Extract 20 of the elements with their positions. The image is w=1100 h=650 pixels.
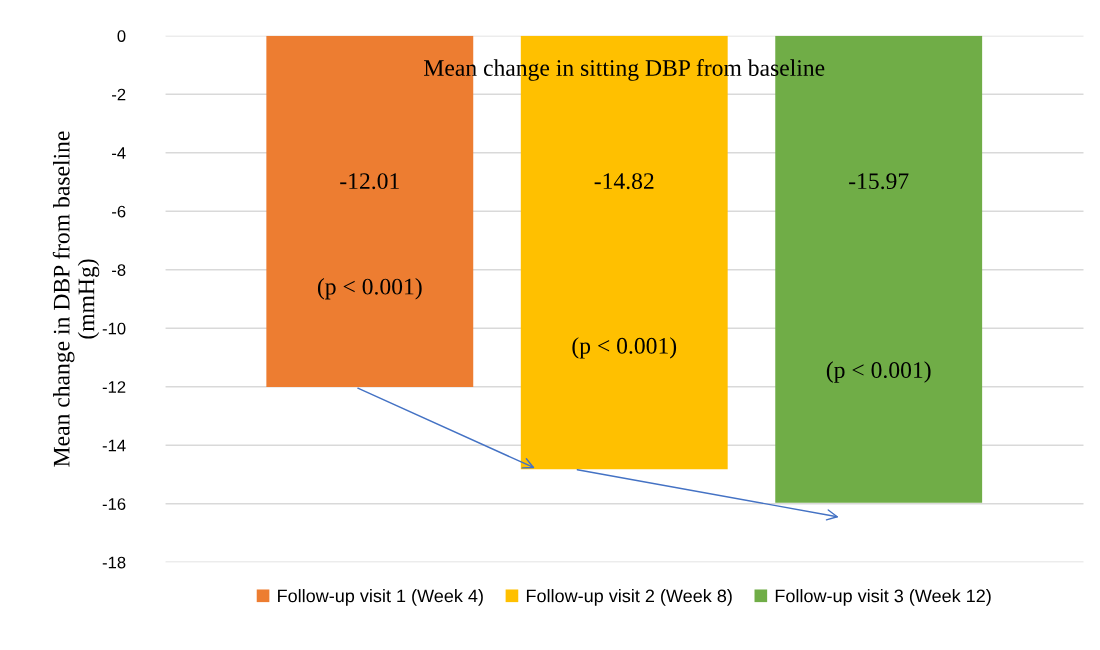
legend-label: Follow-up visit 1 (Week 4) <box>278 589 483 606</box>
data-label: -14.82 <box>594 173 654 190</box>
legend-label: Follow-up visit 3 (Week 12) <box>775 589 991 606</box>
y-tick-label: -18 <box>102 556 126 569</box>
y-tick-label: 0 <box>117 30 126 42</box>
y-tick-label: -12 <box>102 381 126 393</box>
y-tick-label: -16 <box>102 498 126 510</box>
y-tick-label: -2 <box>112 88 126 101</box>
data-label: -15.97 <box>849 173 909 190</box>
annotation: (p < 0.001) <box>572 337 677 359</box>
y-tick-label: -14 <box>102 439 126 452</box>
y-tick-label: -6 <box>112 205 126 218</box>
annotation: (p < 0.001) <box>317 277 422 300</box>
legend-label: Follow-up visit 2 (Week 8) <box>526 589 732 606</box>
y-tick-label: -10 <box>102 322 126 335</box>
annotation: (p < 0.001) <box>826 361 931 383</box>
y-tick-label: -8 <box>112 264 126 276</box>
data-label: -12.01 <box>340 173 399 190</box>
y-tick-label: -4 <box>112 147 126 159</box>
y-axis-title: Mean change in DBP from baseline (mmHg) <box>52 131 100 467</box>
